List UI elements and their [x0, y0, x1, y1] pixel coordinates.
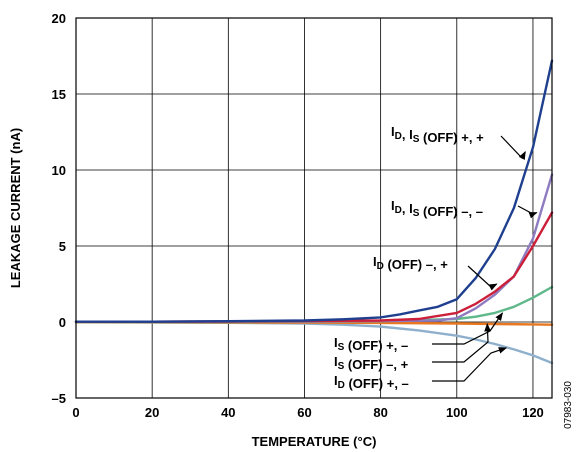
figure-id: 07983-030: [563, 381, 574, 429]
series-callout-label: ID (OFF) –, +: [373, 254, 448, 272]
series-line: [74, 59, 554, 323]
callout-arrow: [500, 135, 526, 161]
x-tick-label: 80: [373, 405, 387, 420]
callout-arrow: [432, 347, 508, 382]
callout-arrow: [467, 265, 498, 291]
series-annotations: ID, IS (OFF) +, + ID, IS (OFF) –, – ID (OF…: [334, 124, 538, 391]
y-tick-labels: –5 0 5 10 15 20: [52, 11, 66, 406]
y-tick-label: 15: [52, 87, 66, 102]
callout-arrow: [432, 322, 491, 363]
y-tick-label: 20: [52, 11, 66, 26]
x-tick-label: 40: [221, 405, 235, 420]
series-line: [74, 321, 554, 365]
x-tick-label: 120: [522, 405, 544, 420]
series-callout-label: ID, IS (OFF) +, +: [391, 124, 484, 145]
y-axis-title: LEAKAGE CURRENT (nA): [8, 128, 23, 288]
y-tick-label: 0: [59, 315, 66, 330]
y-tick-label: 5: [59, 239, 66, 254]
x-tick-label: 0: [72, 405, 79, 420]
series-callout-label: ID, IS (OFF) –, –: [391, 198, 483, 219]
series-callout-label: IS (OFF) +, –: [334, 335, 408, 353]
plot-frame: [75, 17, 553, 399]
x-tick-label: 100: [446, 405, 468, 420]
y-tick-label: 10: [52, 163, 66, 178]
series-callout-label: ID (OFF) +, –: [334, 373, 409, 391]
x-tick-label: 60: [297, 405, 311, 420]
series-callout-label: IS (OFF) –, +: [334, 354, 409, 372]
callout-arrow: [432, 312, 503, 345]
callout-arrow: [517, 205, 538, 219]
y-tick-label: –5: [52, 391, 66, 406]
x-tick-label: 20: [145, 405, 159, 420]
x-axis-title: TEMPERATURE (°C): [252, 434, 377, 449]
x-tick-labels: 0 20 40 60 80 100 120: [72, 405, 543, 420]
series-lines: [74, 59, 554, 365]
